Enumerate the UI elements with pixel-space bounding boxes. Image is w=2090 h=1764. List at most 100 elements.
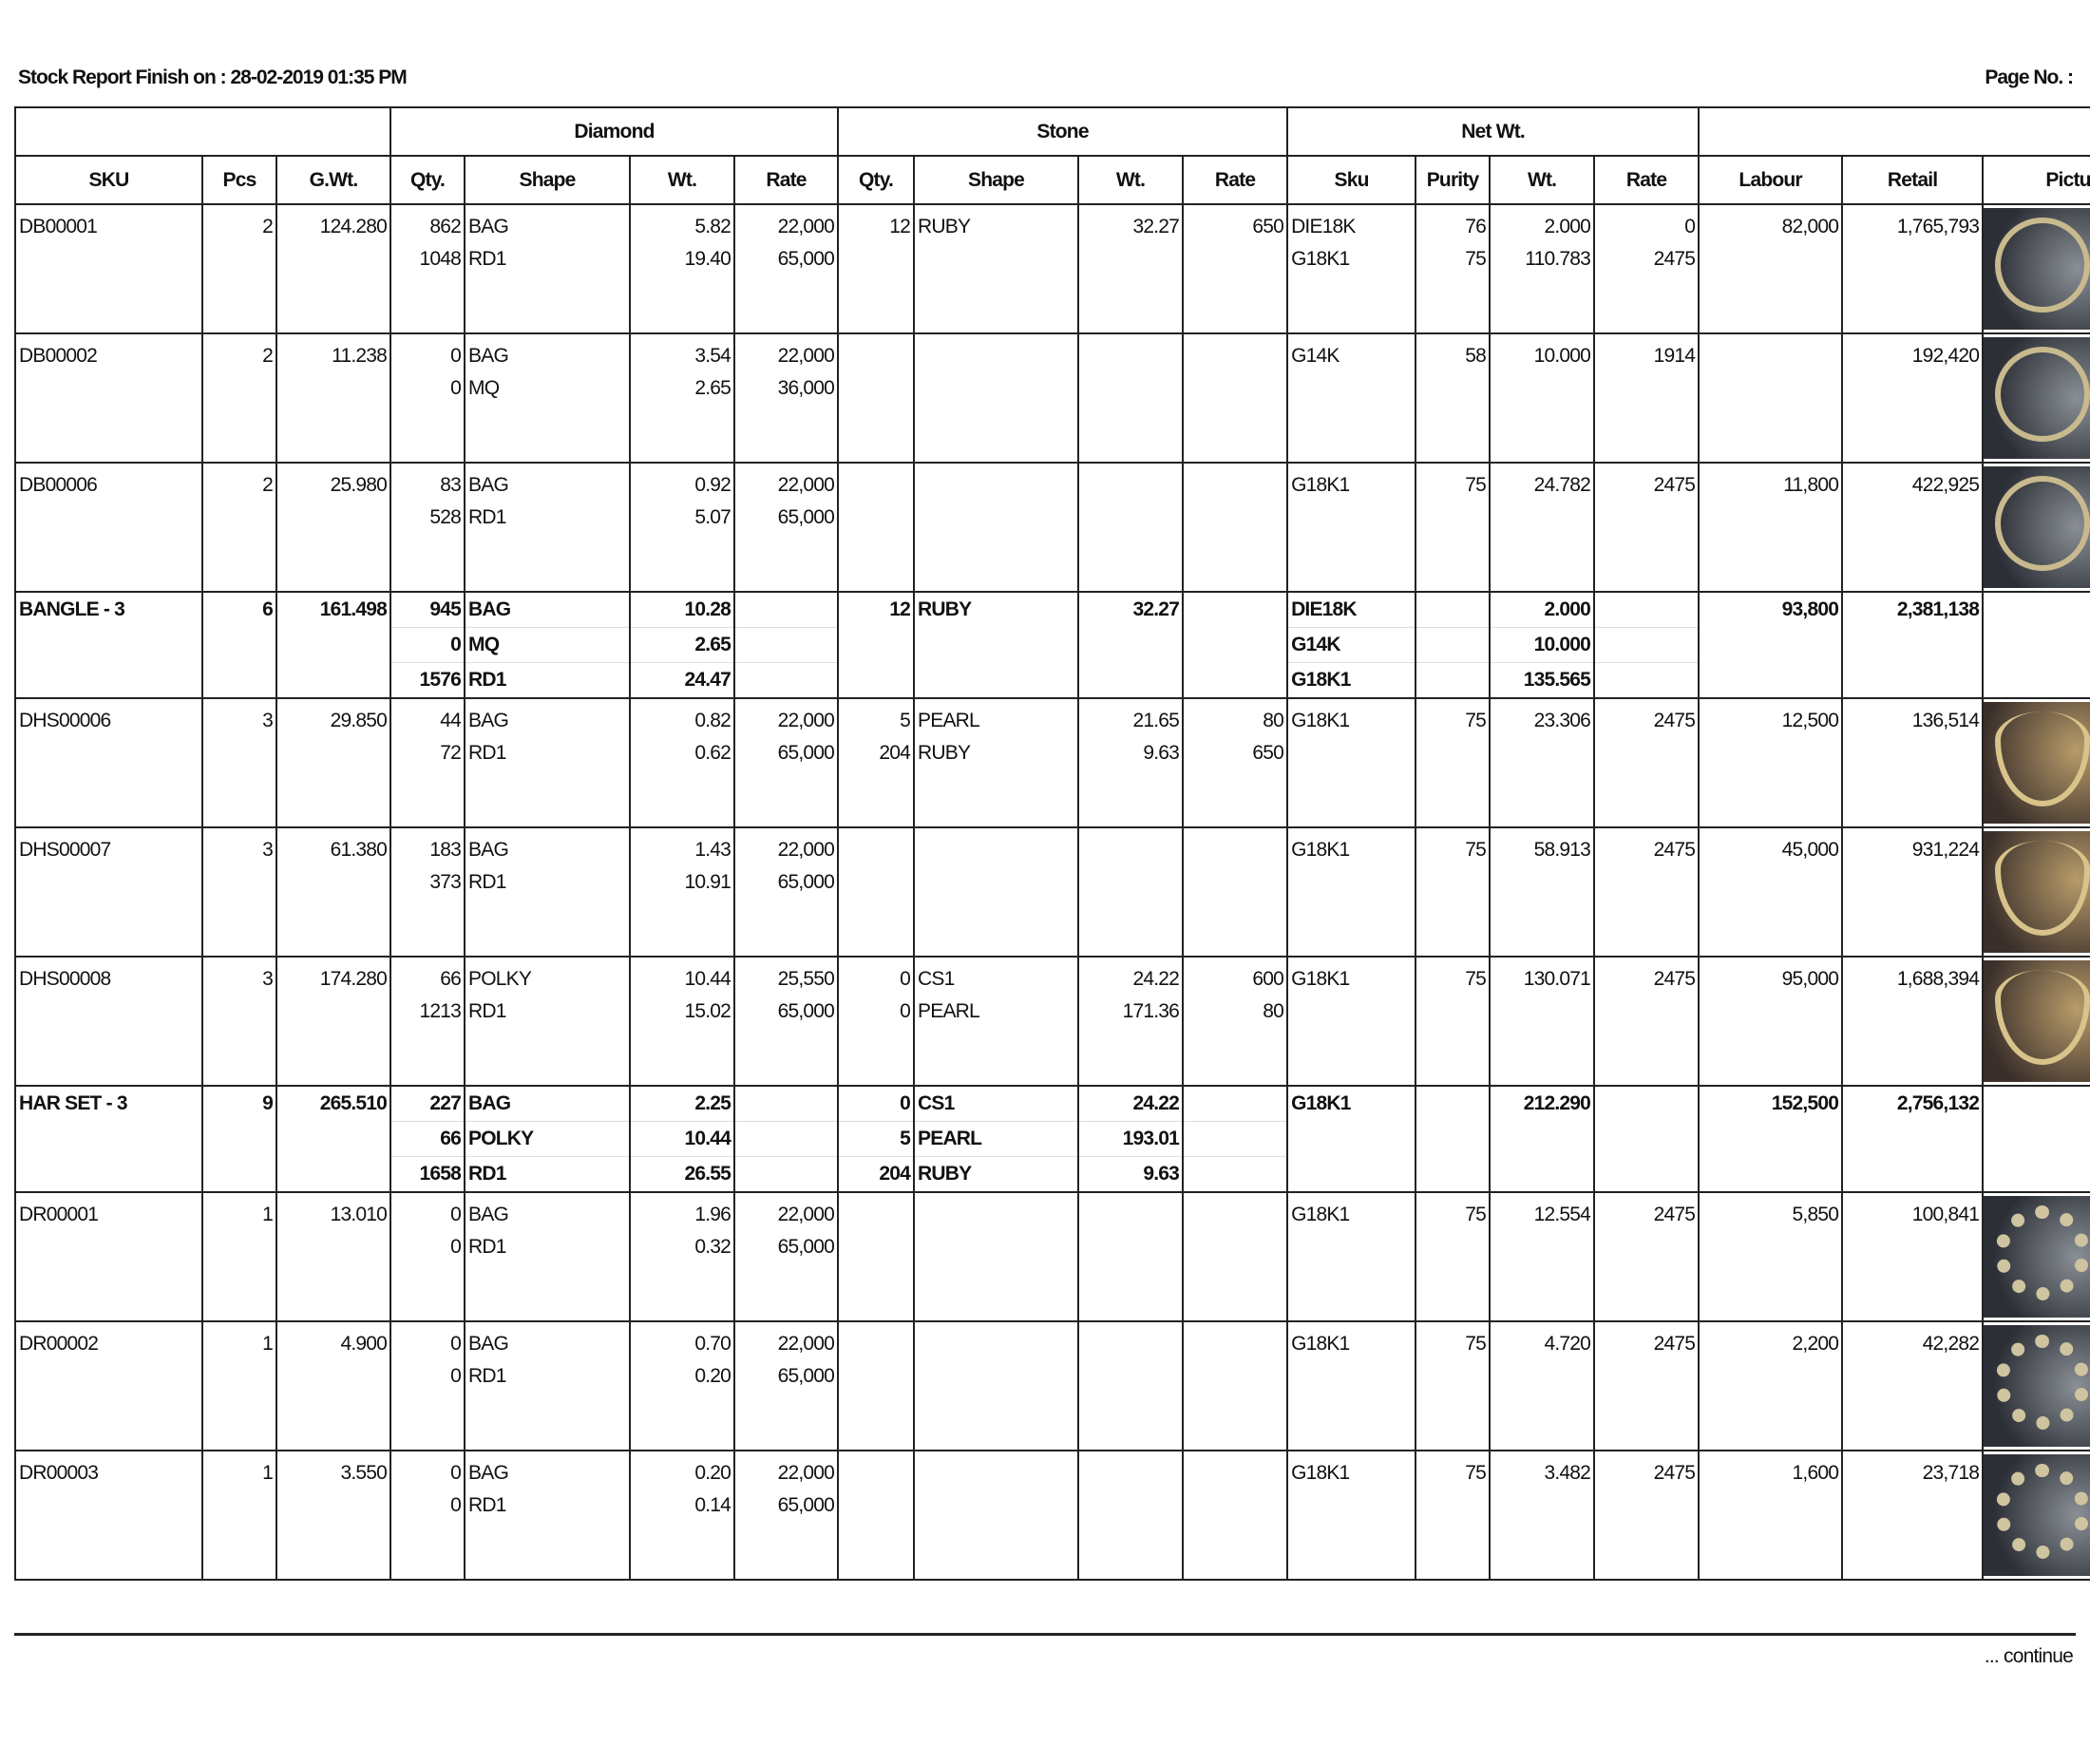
- labour-cell: 5,850: [1698, 1191, 1844, 1322]
- page-number-label: Page No. :: [1985, 66, 2074, 88]
- pcs-cell-value: 2: [262, 216, 274, 237]
- diamond-wt-cell-value: 10.44: [684, 968, 732, 990]
- sku-cell: HAR SET - 3: [14, 1085, 203, 1193]
- table-row: DR00002 1 4.900 0 0 BAG RD1 0.70 0.20 22,000 65,00…: [14, 1320, 2090, 1451]
- stone-qty-cell-value: 204: [879, 1163, 911, 1185]
- metal-sku-cell: G14K: [1286, 332, 1417, 464]
- diamond-wt-cell-value: 0.62: [694, 742, 732, 764]
- retail-cell-value: 192,420: [1911, 345, 1980, 367]
- pcs-cell: 3: [201, 956, 277, 1087]
- jewellery-shape: [1995, 476, 2090, 571]
- metal-rate-cell-value: 2475: [1653, 248, 1696, 270]
- diamond-shape-cell-value: MQ: [468, 377, 500, 399]
- gross-weight-cell-value: 174.280: [319, 968, 388, 990]
- stone-wt-cell: 24.22 193.01 9.63: [1077, 1085, 1185, 1193]
- diamond-wt-cell: 2.25 10.44 26.55: [629, 1085, 736, 1193]
- labour-cell: 45,000: [1698, 826, 1844, 958]
- gross-weight-cell: 265.510: [275, 1085, 392, 1193]
- diamond-rate-cell: 22,000 65,000: [733, 203, 840, 334]
- labour-cell: 1,600: [1698, 1450, 1844, 1581]
- group-header-diamond: Diamond: [390, 106, 840, 157]
- diamond-shape-cell-value: RD1: [468, 248, 506, 270]
- stone-wt-cell-value: 32.27: [1132, 598, 1180, 620]
- stone-shape-cell: [913, 1191, 1080, 1322]
- report-title: Stock Report Finish on : 28-02-2019 01:3…: [18, 66, 408, 88]
- diamond-shape-cell: BAG RD1: [464, 1191, 632, 1322]
- metal-sku-cell: G18K1: [1286, 956, 1417, 1087]
- metal-wt-cell: 4.720: [1489, 1320, 1596, 1451]
- pcs-cell: 2: [201, 203, 277, 334]
- labour-cell-value: [1700, 340, 1841, 372]
- labour-cell: [1698, 332, 1844, 464]
- metal-rate-cell-value: 1914: [1653, 345, 1696, 367]
- column-header-purity: Purity: [1415, 155, 1492, 205]
- column-header-diamond-shape: Shape: [464, 155, 632, 205]
- stone-qty-cell-value: 0: [900, 968, 911, 990]
- picture-cell: [1982, 591, 2090, 699]
- diamond-rate-cell: 22,000 65,000: [733, 1450, 840, 1581]
- metal-rate-cell: 0 2475: [1593, 203, 1700, 334]
- stone-rate-cell: [1182, 462, 1289, 593]
- summary-row: BANGLE - 3 6 161.498 945 0 1576 BAG MQ RD1 10.28 2…: [14, 591, 2090, 699]
- group-header-net-wt: Net Wt.: [1286, 106, 1700, 157]
- stone-wt-cell: [1077, 462, 1185, 593]
- metal-wt-cell: 3.482: [1489, 1450, 1596, 1581]
- table-row: DR00003 1 3.550 0 0 BAG RD1 0.20 0.14 22,000 65,00…: [14, 1450, 2090, 1581]
- retail-cell-value: 1,765,793: [1896, 216, 1980, 237]
- diamond-qty-cell: 862 1048: [390, 203, 466, 334]
- retail-cell-value: 931,224: [1911, 839, 1980, 861]
- diamond-wt-cell-value: 10.28: [631, 593, 734, 628]
- stone-rate-cell: 650: [1182, 203, 1289, 334]
- sku-cell-value: DR00002: [19, 1333, 99, 1355]
- picture-cell: [1982, 203, 2090, 334]
- diamond-rate-cell-value: 65,000: [777, 742, 835, 764]
- retail-cell-value: 136,514: [1911, 710, 1980, 731]
- diamond-shape-cell-value: POLKY: [468, 968, 532, 990]
- table-row: DHS00007 3 61.380 183 373 BAG RD1 1.43 10.91 22,0…: [14, 826, 2090, 958]
- diamond-wt-cell-value: 1.43: [694, 839, 732, 861]
- diamond-rate-cell-value: [735, 593, 838, 628]
- diamond-wt-cell-value: 2.65: [631, 628, 734, 663]
- diamond-qty-cell-value: 528: [429, 506, 462, 528]
- diamond-qty-cell: 183 373: [390, 826, 466, 958]
- diamond-shape-cell-value: BAG: [468, 216, 509, 237]
- metal-sku-cell-value: G14K: [1288, 628, 1416, 663]
- diamond-qty-cell: 44 72: [390, 697, 466, 828]
- gross-weight-cell-value: 11.238: [332, 345, 388, 367]
- footer-divider: [14, 1633, 2076, 1636]
- bangle-photo: [1984, 208, 2090, 330]
- diamond-rate-cell-value: 22,000: [777, 474, 835, 496]
- sku-cell: DB00001: [14, 203, 203, 334]
- retail-cell: 2,381,138: [1841, 591, 1985, 699]
- column-header-net-weight: Wt.: [1489, 155, 1596, 205]
- diamond-shape-cell: BAG RD1: [464, 1450, 632, 1581]
- jewellery-shape: [1995, 841, 2090, 936]
- diamond-shape-cell-value: RD1: [468, 1163, 506, 1185]
- diamond-qty-cell-value: 945: [391, 593, 465, 628]
- stone-shape-cell: [913, 1450, 1080, 1581]
- metal-purity-cell-value: 75: [1465, 474, 1487, 496]
- diamond-qty-cell-value: 373: [429, 871, 462, 893]
- diamond-qty-cell-value: 227: [391, 1087, 465, 1122]
- diamond-wt-cell: 0.82 0.62: [629, 697, 736, 828]
- diamond-shape-cell-value: BAG: [466, 593, 630, 628]
- stone-wt-cell: 32.27: [1077, 203, 1185, 334]
- metal-wt-cell: 212.290: [1489, 1085, 1596, 1193]
- labour-cell: 11,800: [1698, 462, 1844, 593]
- retail-cell: 1,688,394: [1841, 956, 1985, 1087]
- pcs-cell: 9: [201, 1085, 277, 1193]
- metal-purity-cell: 75: [1415, 826, 1492, 958]
- gross-weight-cell-value: 13.010: [330, 1204, 388, 1225]
- ring-photo: [1984, 1454, 2090, 1576]
- diamond-wt-cell-value: 0.32: [694, 1236, 732, 1258]
- sku-cell-value: BANGLE - 3: [19, 598, 125, 620]
- metal-purity-cell-value: [1416, 663, 1489, 697]
- metal-rate-cell-value: [1595, 663, 1698, 697]
- diamond-wt-cell: 1.43 10.91: [629, 826, 736, 958]
- jewellery-shape: [1995, 218, 2090, 313]
- diamond-rate-cell-value: 22,000: [777, 710, 835, 731]
- picture-cell: [1982, 956, 2090, 1087]
- column-header-stone-qty: Qty.: [837, 155, 916, 205]
- ring-photo: [1984, 1325, 2090, 1447]
